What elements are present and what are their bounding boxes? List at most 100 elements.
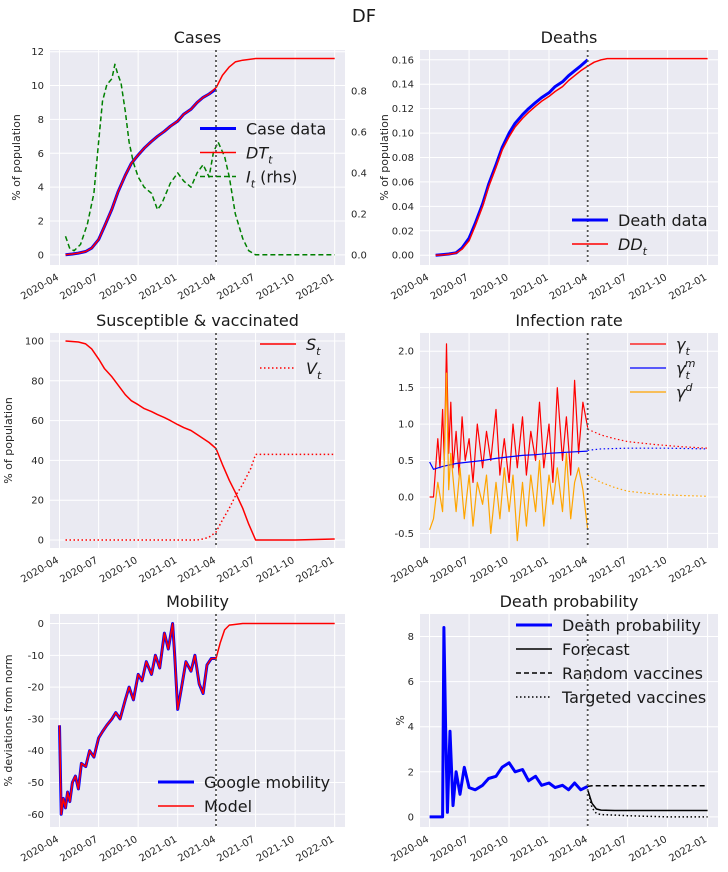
chart-title: Deaths (541, 28, 598, 47)
x-tick-label: 2021-07 (587, 272, 629, 302)
legend-label: DTt (246, 144, 273, 167)
x-tick-label: 2021-10 (627, 272, 669, 302)
series-line--d (429, 372, 589, 542)
x-tick-label: 2021-10 (255, 834, 297, 864)
y-tick-label: 0 (38, 536, 44, 547)
y-tick-label: 0 (408, 812, 414, 823)
y-tick-label: -50 (28, 778, 44, 789)
legend-label: γtm (676, 357, 696, 382)
legend: Death probability Forecast Random vaccines… (516, 616, 706, 707)
y-tick-label: 60 (31, 416, 44, 427)
chart-title: Susceptible & vaccinated (96, 311, 299, 330)
x-tick-label: 2022-01 (294, 834, 336, 864)
y2-tick-label: 0.0 (351, 250, 367, 261)
series-line-i-t-rhs- (64, 63, 335, 256)
x-tick-label: 2020-10 (469, 272, 511, 302)
x-tick-label: 2020-07 (429, 834, 471, 864)
y-tick-label: -40 (28, 746, 44, 757)
y2-tick-label: 0.8 (351, 86, 367, 97)
y-tick-label: 0.06 (392, 177, 414, 188)
y-tick-label: 2.0 (398, 347, 414, 358)
y-tick-label: 0 (38, 250, 44, 261)
series-line-death-data (435, 58, 589, 257)
chart-title: Cases (174, 28, 222, 47)
x-tick-label: 2020-07 (429, 272, 471, 302)
figure-suptitle: DF (352, 6, 376, 27)
y-axis-label: % deviations from norm (2, 654, 15, 786)
y-tick-label: 80 (31, 376, 44, 387)
y2-tick-label: 0.2 (351, 209, 367, 220)
x-tick-label: 2020-10 (469, 555, 511, 585)
legend-label: Death probability (562, 616, 701, 635)
x-tick-label: 2020-04 (19, 834, 61, 864)
x-tick-label: 2020-04 (19, 555, 61, 585)
legend-label: Death data (618, 211, 708, 230)
legend-label: Random vaccines (562, 664, 703, 683)
x-tick-label: 2021-04 (176, 272, 218, 302)
chart-title: Death probability (500, 592, 639, 611)
x-tick-label: 2020-04 (389, 834, 431, 864)
x-tick-label: 2022-01 (294, 555, 336, 585)
x-tick-label: 2021-10 (627, 555, 669, 585)
x-tick-label: 2021-07 (215, 834, 257, 864)
y-tick-label: -0.5 (394, 529, 414, 540)
series-group (429, 626, 708, 819)
legend-label: Google mobility (204, 773, 330, 792)
y-tick-label: 0.10 (392, 129, 414, 140)
x-tick-label: 2020-07 (58, 555, 100, 585)
y-axis-label: % (394, 715, 407, 725)
y-tick-label: 0.5 (398, 456, 414, 467)
series-group (435, 57, 708, 257)
series-line--d-forecast (587, 474, 708, 497)
x-tick-label: 2020-10 (98, 272, 140, 302)
legend-label: Forecast (562, 640, 630, 659)
chart-infection-rate: 2020-042020-072020-102021-012021-042021-… (389, 311, 718, 585)
y-tick-label: 0 (38, 619, 44, 630)
y-tick-label: -10 (28, 651, 44, 662)
y-tick-label: 2 (408, 767, 414, 778)
chart-susceptible: 2020-042020-072020-102021-012021-042021-… (2, 311, 345, 585)
y-tick-label: 0.16 (392, 55, 414, 66)
x-tick-label: 2020-07 (58, 834, 100, 864)
legend-label: Model (204, 797, 252, 816)
y-tick-label: 0.04 (392, 202, 414, 213)
series-line-targeted-vaccines (586, 789, 708, 818)
y-tick-label: 12 (31, 47, 44, 58)
x-tick-label: 2021-07 (587, 834, 629, 864)
legend-label: It (rhs) (246, 168, 297, 191)
y-tick-label: 0.00 (392, 251, 414, 262)
series-group (429, 343, 708, 542)
y-tick-label: -20 (28, 683, 44, 694)
x-tick-label: 2021-01 (509, 272, 551, 302)
x-tick-label: 2020-10 (98, 834, 140, 864)
y-tick-label: 100 (25, 336, 44, 347)
x-tick-label: 2021-04 (548, 555, 590, 585)
y-tick-label: -30 (28, 714, 44, 725)
chart-death-probability: 2020-042020-072020-102021-012021-042021-… (389, 592, 718, 864)
x-tick-label: 2021-01 (509, 834, 551, 864)
x-tick-label: 2021-01 (138, 555, 180, 585)
y-tick-label: 20 (31, 496, 44, 507)
series-line-model (58, 622, 335, 816)
series-line--t-m-forecast (587, 447, 708, 451)
chart-title: Infection rate (515, 311, 622, 330)
x-tick-label: 2021-04 (176, 834, 218, 864)
chart-cases: 2020-042020-072020-102021-012021-042021-… (10, 28, 367, 302)
y-tick-label: -60 (28, 810, 44, 821)
y2-tick-label: 0.4 (351, 168, 367, 179)
series-line--t (429, 343, 589, 498)
series-line-forecast (586, 789, 708, 812)
plot-background (50, 614, 345, 827)
x-tick-label: 2021-10 (255, 555, 297, 585)
x-tick-label: 2021-04 (548, 272, 590, 302)
y-tick-label: 6 (38, 149, 44, 160)
y-tick-label: 10 (31, 81, 44, 92)
x-tick-label: 2021-01 (138, 834, 180, 864)
series-group (64, 57, 335, 257)
y-tick-label: 8 (38, 115, 44, 126)
x-tick-label: 2020-04 (389, 555, 431, 585)
x-tick-label: 2022-01 (667, 272, 709, 302)
plot-background (50, 50, 345, 265)
